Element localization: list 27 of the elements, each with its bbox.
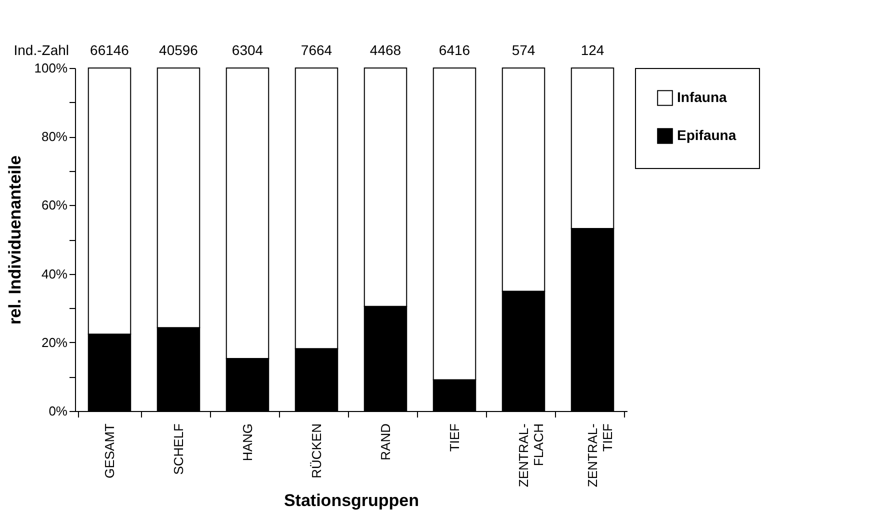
x-tick-label: RÜCKEN [309, 424, 324, 478]
text: Ind.-Zahl [14, 42, 69, 58]
x-axis-title: Stationsgruppen [284, 491, 420, 510]
text: 7664 [300, 42, 332, 58]
legend-label: Epifauna [677, 127, 736, 143]
text: 4468 [370, 42, 402, 58]
x-tick-label: ZENTRAL-TIEF [585, 423, 615, 488]
x-tick-label: TIEF [447, 423, 462, 452]
text: 574 [512, 42, 536, 58]
y-tick-label: 80% [41, 129, 68, 144]
y-tick-label: 40% [41, 266, 68, 282]
text: 6416 [438, 42, 470, 58]
text: 40596 [159, 42, 198, 58]
x-tick-label: SCHELF [171, 423, 186, 475]
y-tick-label: 100% [34, 60, 68, 76]
y-tick-label: 0% [48, 404, 68, 418]
y-axis-title: rel. Individuenanteile [5, 155, 24, 325]
y-tick-label: 20% [41, 334, 68, 350]
text: 124 [580, 42, 604, 58]
x-tick-label: GESAMT [102, 423, 117, 478]
x-tick-label: HANG [240, 424, 255, 462]
x-tick-label: ZENTRAL-FLACH [516, 424, 546, 488]
y-tick-label: 60% [41, 198, 68, 213]
legend-label: Infauna [677, 89, 727, 105]
x-tick-label: RAND [378, 424, 393, 460]
text: 66146 [90, 42, 130, 58]
text: 6304 [232, 42, 264, 58]
